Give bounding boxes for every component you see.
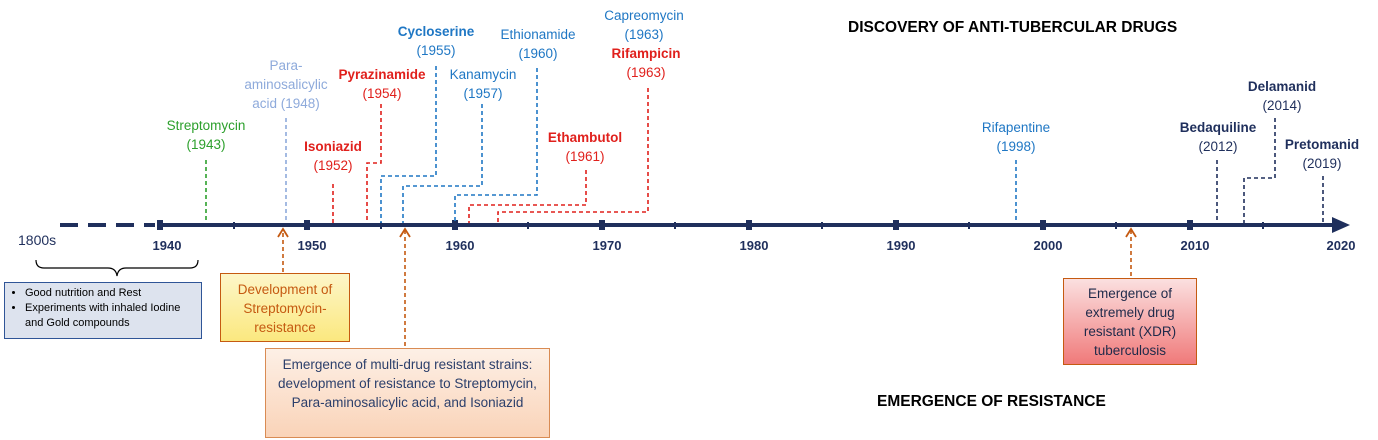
connector-kanamycin	[402, 104, 483, 223]
drug-delamanid: Delamanid (2014)	[1232, 77, 1332, 115]
drug-year: (1954)	[362, 86, 402, 101]
start-label-1800s: 1800s	[18, 232, 57, 248]
year-1990: 1990	[886, 238, 916, 253]
year-1950: 1950	[297, 238, 327, 253]
connector-delamanid	[1243, 118, 1276, 223]
drug-name: Cycloserine	[397, 24, 475, 39]
major-ticks	[157, 220, 1193, 230]
drug-bedaquiline: Bedaquiline (2012)	[1166, 118, 1270, 156]
drug-cycloserine: Cycloserine (1955)	[384, 22, 488, 60]
year-1970: 1970	[592, 238, 622, 253]
drug-year: (2019)	[1302, 156, 1342, 171]
drug-year: (2014)	[1262, 98, 1302, 113]
era-item: Good nutrition and Rest	[25, 286, 197, 301]
drug-pyrazinamide: Pyrazinamide (1954)	[326, 65, 438, 103]
mdr-resistance-box: Emergence of multi-drug resistant strain…	[265, 348, 550, 438]
drug-year: (1952)	[313, 158, 353, 173]
connector-ethambutol	[468, 170, 587, 223]
drug-year: (1957)	[463, 86, 503, 101]
year-1980: 1980	[739, 238, 769, 253]
connector-ethionamide	[454, 68, 538, 223]
drug-year: (1963)	[624, 27, 664, 42]
drug-name: Ethionamide	[500, 27, 576, 42]
drug-name: Delamanid	[1247, 79, 1317, 94]
xdr-resistance-box: Emergence of extremely drug resistant (X…	[1063, 278, 1197, 365]
drug-year: (1961)	[565, 149, 605, 164]
drug-name: Pyrazinamide	[338, 67, 426, 82]
era-item: Experiments with inhaled Iodine and Gold…	[25, 301, 197, 331]
drug-pas: Para- aminosalicylic acid (1948)	[244, 58, 328, 111]
timeline-arrowhead	[1332, 217, 1350, 233]
connector-rifampicin	[497, 88, 649, 223]
drug-name: Isoniazid	[304, 139, 362, 154]
minor-ticks	[233, 222, 1264, 229]
era-brace	[35, 259, 199, 277]
drug-year: (1998)	[996, 139, 1036, 154]
discovery-title: DISCOVERY OF ANTI-TUBERCULAR DRUGS	[848, 19, 1178, 36]
drug-year: (2012)	[1198, 139, 1238, 154]
connector-pyrazinamide	[366, 104, 382, 223]
drug-rifapentine: Rifapentine (1998)	[964, 118, 1068, 156]
year-2020: 2020	[1326, 238, 1356, 253]
drug-year: (1943)	[186, 137, 226, 152]
drug-name: Capreomycin	[604, 8, 684, 23]
resistance-title: EMERGENCE OF RESISTANCE	[877, 393, 1106, 410]
drug-year: (1960)	[518, 46, 558, 61]
drug-name: Bedaquiline	[1179, 120, 1257, 135]
year-1940: 1940	[152, 238, 182, 253]
drug-name: Ethambutol	[547, 130, 623, 145]
drug-year: (1955)	[416, 43, 456, 58]
drug-pretomanid: Pretomanid (2019)	[1272, 135, 1372, 173]
drug-kanamycin: Kanamycin (1957)	[436, 65, 530, 103]
drug-rifampicin: Rifampicin (1963)	[594, 44, 698, 82]
drug-streptomycin: Streptomycin (1943)	[150, 116, 262, 154]
drug-name: Streptomycin	[166, 118, 246, 133]
year-2000: 2000	[1033, 238, 1063, 253]
pre-antibiotic-era-box: Good nutrition and Rest Experiments with…	[4, 282, 202, 339]
streptomycin-resistance-box: Development of Streptomycin-resistance	[220, 273, 350, 342]
drug-capreomycin: Capreomycin (1963)	[589, 6, 699, 44]
drug-name: Rifampicin	[611, 46, 681, 61]
year-1960: 1960	[445, 238, 475, 253]
drug-name: Rifapentine	[981, 120, 1051, 135]
year-2010: 2010	[1180, 238, 1210, 253]
drug-ethionamide: Ethionamide (1960)	[486, 25, 590, 63]
drug-isoniazid: Isoniazid (1952)	[283, 137, 383, 175]
drug-year: (1963)	[626, 65, 666, 80]
drug-name: Pretomanid	[1284, 137, 1360, 152]
drug-name: Kanamycin	[449, 67, 517, 82]
drug-ethambutol: Ethambutol (1961)	[533, 128, 637, 166]
